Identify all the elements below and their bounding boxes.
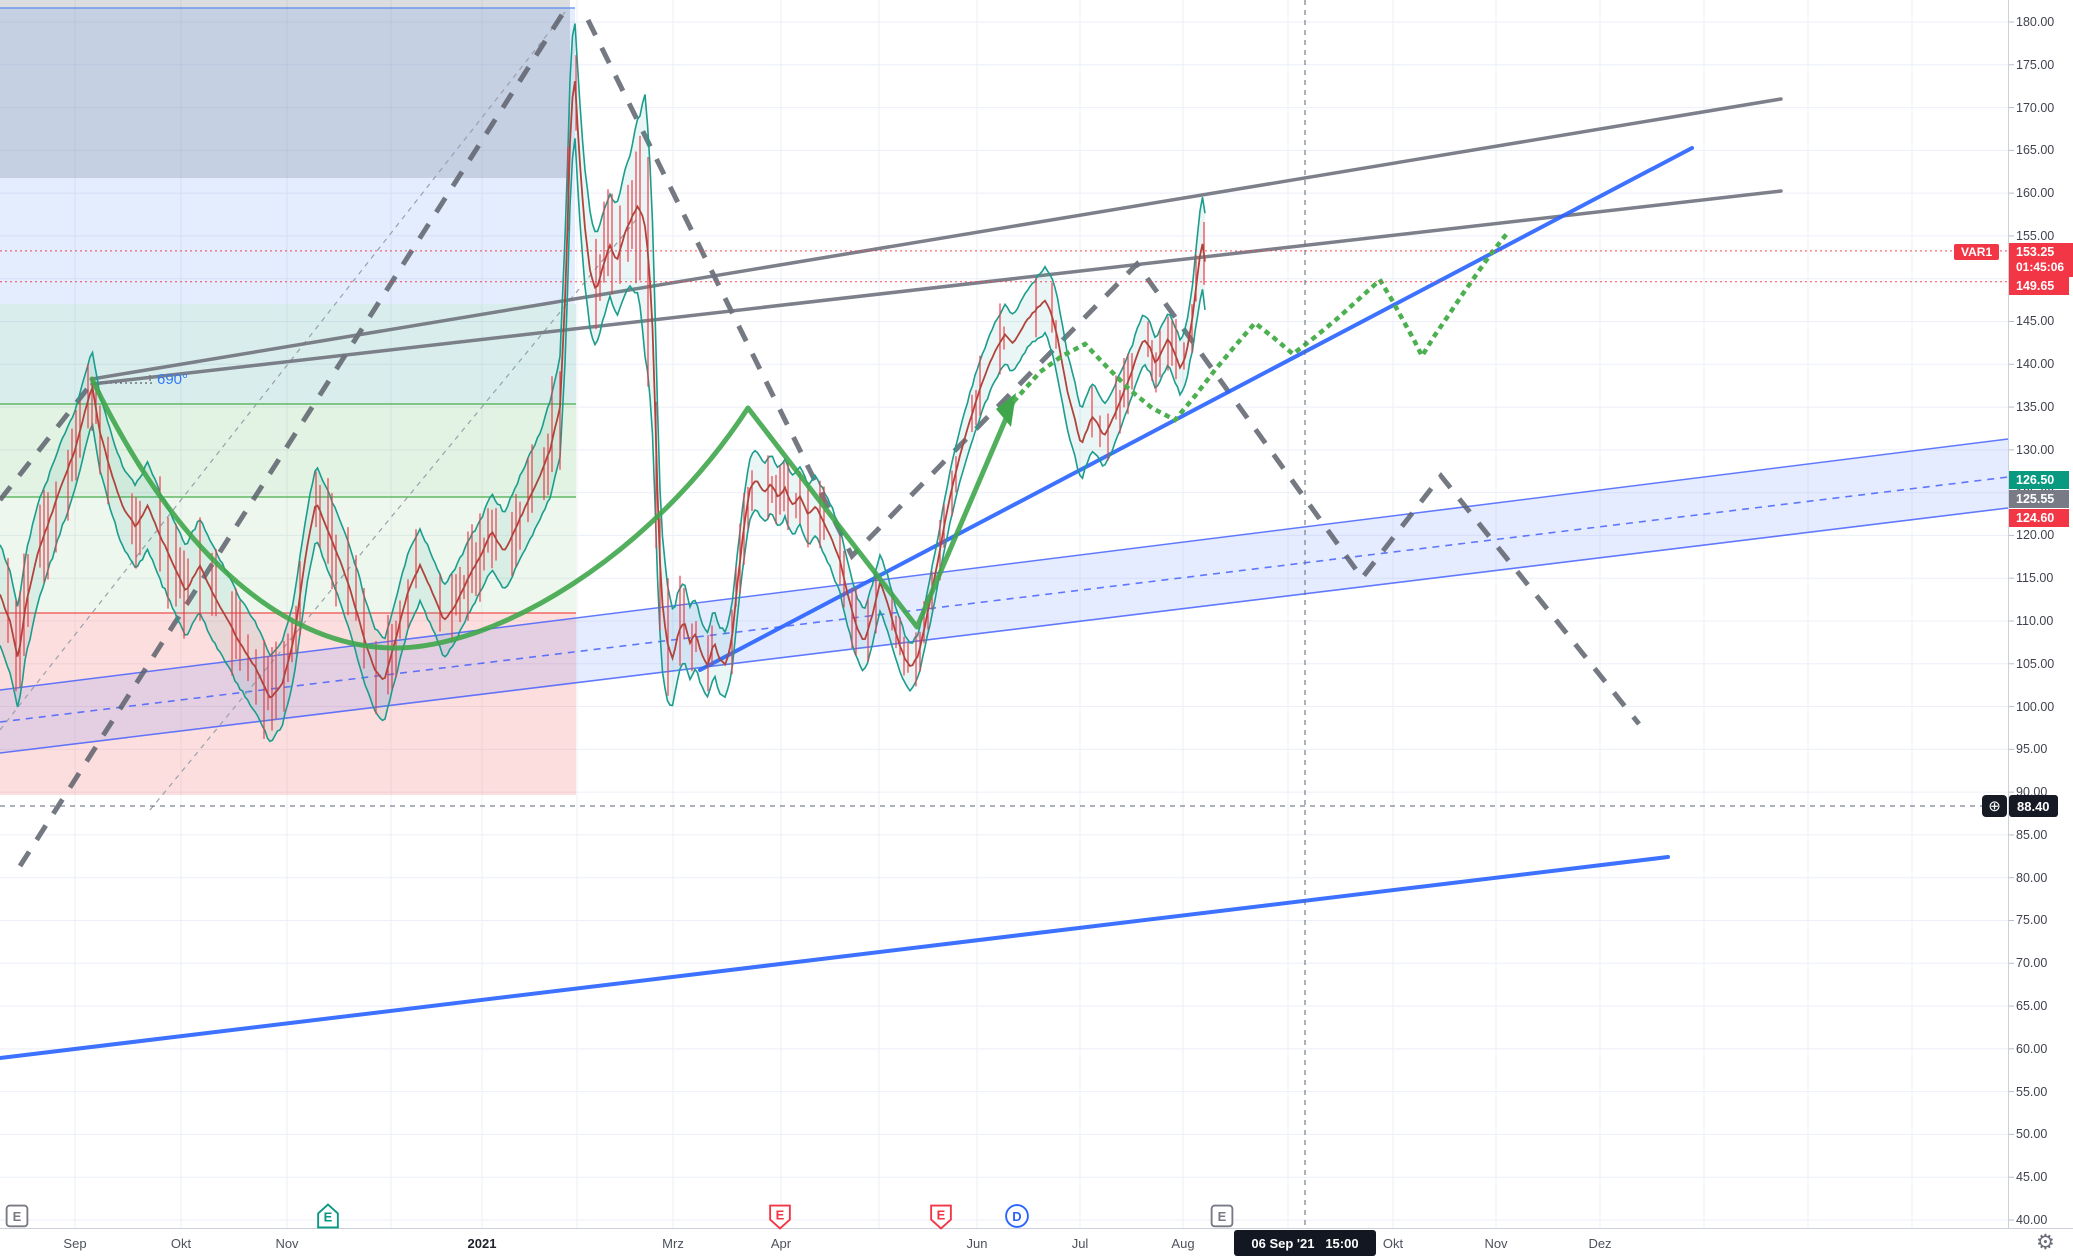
time-tick-label: Aug	[1171, 1236, 1195, 1251]
price-tick-label: 50.00	[2016, 1127, 2048, 1142]
svg-text:E: E	[937, 1208, 946, 1223]
price-tick-label: 155.00	[2016, 228, 2055, 243]
price-tick-label: 110.00	[2016, 613, 2054, 628]
time-tick-label: 2021	[467, 1236, 497, 1251]
indicator-price-badge: 126.50	[2009, 471, 2069, 489]
price-tick-label: 100.00	[2016, 699, 2055, 714]
svg-text:E: E	[324, 1210, 333, 1225]
series-price-badge: 153.25 01:45:06	[2009, 243, 2073, 277]
price-tick-label: 60.00	[2016, 1041, 2048, 1056]
time-tick-label: Okt	[170, 1236, 192, 1251]
indicator-price-badge: 124.60	[2009, 509, 2069, 527]
price-axis-border	[2008, 0, 2009, 1228]
price-tick-label: 55.00	[2016, 1084, 2048, 1099]
event-marker-e[interactable]: E	[767, 1203, 793, 1230]
price-tick-label: 80.00	[2016, 870, 2048, 885]
event-marker-e[interactable]: E	[315, 1203, 341, 1229]
price-tick-label: 115.00	[2016, 571, 2054, 586]
event-marker-d[interactable]: D	[1004, 1203, 1030, 1229]
price-tick-label: 175.00	[2016, 57, 2055, 72]
series-price: 153.25	[2016, 245, 2055, 259]
time-tick-label: Nov	[1484, 1236, 1508, 1251]
price-tick-label: 120.00	[2016, 528, 2055, 543]
gear-icon[interactable]: ⚙	[2036, 1231, 2055, 1254]
time-tick-label: Okt	[1382, 1236, 1404, 1251]
price-tick-label: 180.00	[2016, 15, 2055, 29]
add-alert-plus-icon[interactable]: ⊕	[1982, 795, 2007, 817]
time-tick-label: Nov	[275, 1236, 299, 1251]
price-tick-label: 145.00	[2016, 314, 2055, 329]
svg-text:E: E	[1218, 1209, 1227, 1224]
price-tick-label: 160.00	[2016, 186, 2055, 201]
time-axis-border	[0, 1228, 2073, 1229]
svg-text:D: D	[1012, 1209, 1021, 1224]
price-tick-label: 105.00	[2016, 656, 2055, 671]
price-tick-label: 65.00	[2016, 999, 2048, 1014]
svg-text:E: E	[776, 1208, 785, 1223]
crosshair-price-value: 88.40	[2009, 795, 2058, 817]
svg-text:E: E	[13, 1209, 22, 1224]
price-tick-label: 140.00	[2016, 357, 2055, 372]
var1-label-badge[interactable]: VAR1	[1954, 244, 2000, 260]
price-tick-label: 95.00	[2016, 742, 2048, 757]
crosshair-date-tooltip: 06 Sep '21 15:00	[1234, 1230, 1376, 1256]
price-tick-label: 40.00	[2016, 1212, 2048, 1227]
price-tick-label: 130.00	[2016, 442, 2055, 457]
price-tick-label: 165.00	[2016, 143, 2055, 158]
gann-angle-label[interactable]: 690°	[157, 371, 189, 388]
price-tick-label: 75.00	[2016, 913, 2048, 928]
price-tick-label: 170.00	[2016, 100, 2055, 115]
time-tick-label: Dez	[1588, 1236, 1612, 1251]
bar-countdown: 01:45:06	[2016, 260, 2065, 274]
time-tick-label: Jul	[1071, 1236, 1089, 1251]
time-tick-label: Sep	[63, 1236, 87, 1251]
price-tick-label: 45.00	[2016, 1170, 2048, 1185]
price-tick-label: 85.00	[2016, 827, 2048, 842]
indicator-price-badge: 125.55	[2009, 490, 2069, 508]
event-marker-e[interactable]: E	[1209, 1203, 1235, 1229]
event-marker-e[interactable]: E	[4, 1203, 30, 1229]
crosshair-price-label: ⊕ 88.40	[1982, 795, 2058, 817]
event-marker-e[interactable]: E	[928, 1203, 954, 1230]
secondary-price-badge: 149.65	[2009, 277, 2069, 295]
price-tick-label: 135.00	[2016, 400, 2055, 415]
price-tick-label: 70.00	[2016, 956, 2048, 971]
time-tick-label: Mrz	[662, 1236, 684, 1251]
time-tick-label: Jun	[966, 1236, 988, 1251]
time-tick-label: Apr	[770, 1236, 792, 1251]
